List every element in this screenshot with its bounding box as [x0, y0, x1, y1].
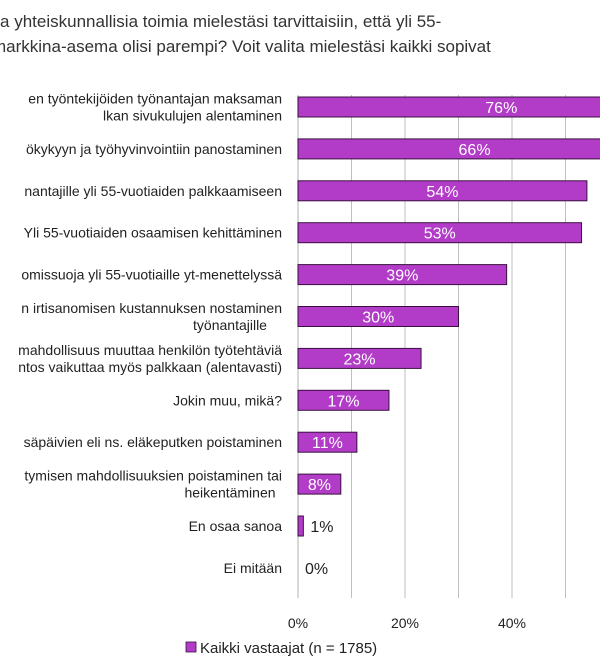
bar [297, 347, 422, 369]
category-label: säpäivien eli ns. eläkeputken poistamine… [24, 434, 282, 450]
category-label: Yli 55-vuotiaiden osaamisen kehittäminen [24, 225, 282, 241]
bar [297, 96, 600, 118]
legend-label: Kaikki vastaajat (n = 1785) [200, 640, 377, 657]
category-label: lkan sivukulujen alentaminen [103, 108, 282, 124]
category-label: mahdollisuus muuttaa henkilön työtehtävi… [18, 342, 282, 358]
chart-title-line-2: markkina-asema olisi parempi? Voit valit… [0, 37, 491, 56]
category-label: Ei mitään [224, 560, 282, 576]
category-label: en työntekijöiden työnantajan maksaman [28, 91, 282, 107]
data-label: 30% [362, 310, 394, 327]
category-label: Jokin muu, mikä? [173, 392, 282, 408]
bar [297, 180, 588, 202]
bar [297, 389, 390, 411]
data-label: 23% [344, 351, 376, 368]
bar [297, 264, 508, 286]
data-label: 1% [310, 519, 333, 536]
bar [297, 473, 342, 495]
data-label: 66% [459, 142, 491, 159]
x-tick-label: 0% [288, 615, 308, 631]
category-label: ntos vaikuttaa myös palkkaan (alentavast… [18, 359, 282, 375]
bar [297, 222, 583, 244]
data-label: 0% [305, 561, 328, 578]
legend-swatch [185, 641, 197, 653]
category-label: ökykyyn ja työhyvinvointiin panostaminen [26, 141, 282, 157]
chart-title-line-1: isia yhteiskunnallisia toimia mielestäsi… [0, 12, 442, 31]
bar [297, 515, 304, 537]
category-label: heikentäminen [184, 485, 275, 501]
category-label: En osaa sanoa [189, 518, 283, 534]
bar [297, 431, 358, 453]
data-label: 53% [424, 226, 456, 243]
x-tick-label: 40% [498, 615, 526, 631]
data-label: 8% [308, 477, 331, 494]
category-label: tymisen mahdollisuuksien poistaminen tai [24, 468, 282, 484]
data-label: 76% [485, 100, 517, 117]
bar [297, 138, 600, 160]
category-label: omissuoja yli 55-vuotiaille yt-menettely… [21, 267, 282, 283]
data-label: 39% [386, 268, 418, 285]
x-tick-label: 20% [391, 615, 419, 631]
data-label: 17% [327, 393, 359, 410]
data-label: 54% [426, 184, 458, 201]
data-label: 11% [312, 435, 343, 452]
category-label: nantajille yli 55-vuotiaiden palkkaamise… [24, 183, 282, 199]
category-label: n irtisanomisen kustannuksen nostaminen [21, 300, 282, 316]
category-label: työnantajille [193, 317, 267, 333]
bar [297, 306, 459, 327]
